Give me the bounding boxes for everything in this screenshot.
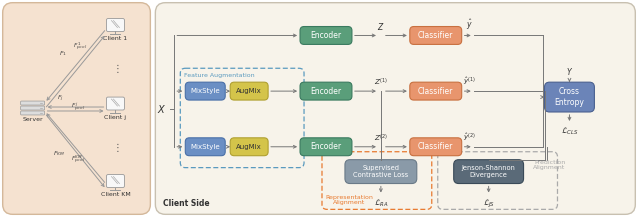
Text: MixStyle: MixStyle — [191, 144, 220, 150]
FancyBboxPatch shape — [106, 175, 124, 187]
Text: $\mathcal{L}_{JS}$: $\mathcal{L}_{JS}$ — [483, 198, 495, 210]
Text: $F^{\,j}_{pool}$: $F^{\,j}_{pool}$ — [70, 100, 84, 113]
FancyBboxPatch shape — [454, 160, 524, 184]
FancyBboxPatch shape — [20, 101, 45, 105]
FancyBboxPatch shape — [300, 26, 352, 44]
Text: AugMix: AugMix — [236, 88, 262, 94]
Text: Cross
Entropy: Cross Entropy — [554, 87, 584, 107]
Text: $X$: $X$ — [157, 103, 166, 115]
FancyBboxPatch shape — [106, 97, 124, 110]
Text: Classifier: Classifier — [418, 142, 453, 151]
FancyBboxPatch shape — [545, 82, 595, 112]
Text: Encoder: Encoder — [310, 87, 342, 96]
FancyBboxPatch shape — [300, 138, 352, 156]
FancyBboxPatch shape — [186, 82, 225, 100]
FancyBboxPatch shape — [20, 111, 45, 115]
FancyBboxPatch shape — [20, 106, 45, 110]
Text: Representation
Alignment: Representation Alignment — [325, 195, 373, 205]
Text: $\vdots$: $\vdots$ — [112, 141, 119, 154]
Text: $F_j$: $F_j$ — [56, 94, 63, 104]
Text: $Y$: $Y$ — [566, 66, 573, 77]
Text: $\hat{y}^{(2)}$: $\hat{y}^{(2)}$ — [463, 132, 476, 144]
Text: Client 1: Client 1 — [104, 37, 127, 41]
Text: $F_{KM}$: $F_{KM}$ — [52, 149, 65, 158]
FancyBboxPatch shape — [106, 19, 124, 32]
FancyBboxPatch shape — [156, 3, 636, 214]
Text: Encoder: Encoder — [310, 142, 342, 151]
Text: $F^{\,1}_{pool}$: $F^{\,1}_{pool}$ — [72, 41, 86, 53]
Text: $F_1$: $F_1$ — [59, 49, 67, 58]
Text: Prediction
Alignment: Prediction Alignment — [533, 160, 566, 170]
Text: Feature Augmentation: Feature Augmentation — [184, 73, 255, 78]
Text: Classifier: Classifier — [418, 31, 453, 40]
Text: $Z$: $Z$ — [377, 21, 385, 32]
Text: $\hat{y}$: $\hat{y}$ — [467, 18, 473, 32]
Text: Client j: Client j — [104, 115, 127, 120]
Text: Encoder: Encoder — [310, 31, 342, 40]
FancyBboxPatch shape — [345, 160, 417, 184]
Text: Client KM: Client KM — [100, 193, 131, 198]
FancyBboxPatch shape — [410, 26, 461, 44]
Text: $\vdots$: $\vdots$ — [112, 62, 119, 75]
Text: $F^{KM}_{pool}$: $F^{KM}_{pool}$ — [70, 154, 84, 166]
Text: $Z^{(1)}$: $Z^{(1)}$ — [374, 77, 388, 88]
FancyBboxPatch shape — [3, 3, 150, 214]
FancyBboxPatch shape — [410, 82, 461, 100]
FancyBboxPatch shape — [186, 138, 225, 156]
Text: $\mathcal{L}_{RA}$: $\mathcal{L}_{RA}$ — [374, 198, 388, 209]
FancyBboxPatch shape — [410, 138, 461, 156]
Text: MixStyle: MixStyle — [191, 88, 220, 94]
Text: Classifier: Classifier — [418, 87, 453, 96]
FancyBboxPatch shape — [230, 138, 268, 156]
Text: AugMix: AugMix — [236, 144, 262, 150]
Text: Server: Server — [22, 117, 43, 122]
Text: $\hat{y}^{(1)}$: $\hat{y}^{(1)}$ — [463, 76, 476, 88]
Text: $Z^{(2)}$: $Z^{(2)}$ — [374, 132, 388, 144]
Text: $\mathcal{L}_{CLS}$: $\mathcal{L}_{CLS}$ — [561, 126, 578, 137]
Text: Client Side: Client Side — [163, 199, 210, 208]
FancyBboxPatch shape — [300, 82, 352, 100]
Text: Supervised
Contrastive Loss: Supervised Contrastive Loss — [353, 165, 408, 178]
FancyBboxPatch shape — [230, 82, 268, 100]
Text: Jenson-Shannon
Divergence: Jenson-Shannon Divergence — [461, 165, 516, 178]
